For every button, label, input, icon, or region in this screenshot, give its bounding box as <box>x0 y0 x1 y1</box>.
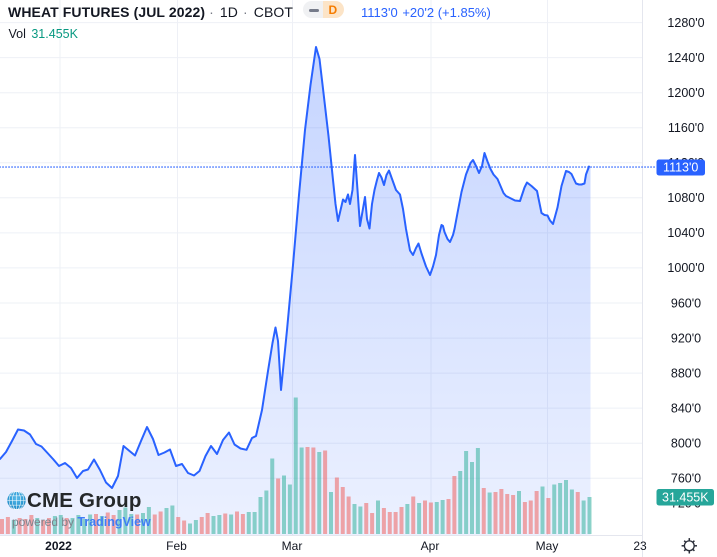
svg-text:920'0: 920'0 <box>671 331 701 345</box>
svg-text:Mar: Mar <box>282 539 303 553</box>
svg-text:23: 23 <box>633 539 647 553</box>
svg-text:1000'0: 1000'0 <box>667 261 704 275</box>
svg-text:1080'0: 1080'0 <box>667 191 704 205</box>
svg-text:May: May <box>536 539 559 553</box>
svg-text:Feb: Feb <box>166 539 187 553</box>
svg-text:1280'0: 1280'0 <box>667 16 704 30</box>
svg-text:880'0: 880'0 <box>671 366 701 380</box>
svg-text:2022: 2022 <box>45 539 72 553</box>
svg-text:1200'0: 1200'0 <box>667 86 704 100</box>
svg-text:960'0: 960'0 <box>671 296 701 310</box>
svg-text:31.455K: 31.455K <box>662 491 709 505</box>
svg-text:800'0: 800'0 <box>671 437 701 451</box>
svg-text:1160'0: 1160'0 <box>668 121 704 135</box>
svg-text:760'0: 760'0 <box>671 472 701 486</box>
svg-text:1040'0: 1040'0 <box>667 226 704 240</box>
svg-text:840'0: 840'0 <box>671 401 701 415</box>
svg-text:1240'0: 1240'0 <box>667 51 704 65</box>
svg-text:1113'0: 1113'0 <box>663 161 698 175</box>
svg-text:Apr: Apr <box>421 539 440 553</box>
